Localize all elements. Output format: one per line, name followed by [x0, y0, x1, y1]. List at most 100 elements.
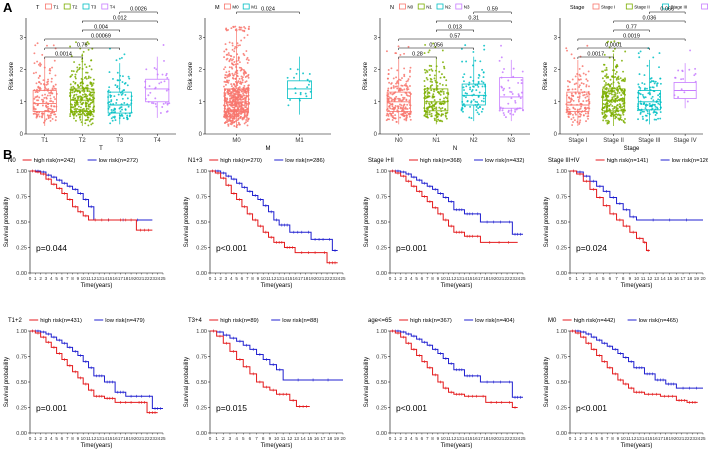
data-point [85, 71, 88, 74]
data-point [227, 120, 230, 123]
data-point [34, 96, 37, 99]
data-point [41, 53, 44, 56]
data-point [235, 29, 238, 32]
data-point [87, 107, 90, 110]
data-point [613, 59, 616, 61]
data-point [584, 109, 586, 112]
data-point [400, 84, 403, 87]
significance-bracket [44, 47, 120, 50]
data-point [477, 82, 480, 85]
data-point [612, 100, 615, 103]
data-point [286, 76, 289, 79]
data-point [118, 57, 121, 60]
data-point [579, 55, 582, 58]
data-point [236, 63, 239, 65]
legend-label: T2 [72, 5, 78, 10]
data-point [430, 102, 433, 105]
data-point [500, 44, 502, 47]
x-tick-label: 0 [209, 436, 212, 441]
data-point [470, 90, 473, 93]
data-point [423, 68, 426, 71]
x-tick-label: 9 [437, 276, 440, 281]
data-point [637, 83, 640, 86]
data-point [46, 82, 49, 85]
significance-bracket [613, 20, 686, 23]
data-point [442, 90, 445, 93]
x-tick-label: 15 [107, 276, 113, 281]
low-risk-curve-censor-marks [212, 169, 336, 252]
y-tick-label: 0.50 [376, 220, 387, 226]
data-point [391, 93, 394, 96]
data-point [443, 97, 445, 100]
data-point [648, 102, 651, 105]
data-point [74, 73, 77, 76]
p-value-label: 0.76 [77, 43, 88, 49]
data-point [395, 82, 398, 85]
data-point [621, 106, 624, 109]
data-point [35, 90, 38, 93]
data-point [239, 89, 242, 92]
data-point [75, 102, 77, 105]
data-point [247, 74, 250, 77]
data-point [55, 87, 57, 90]
data-point [402, 96, 404, 99]
x-tick-label: 1 [34, 276, 37, 281]
data-point [617, 78, 620, 81]
significance-bracket [613, 29, 650, 32]
data-point [653, 82, 656, 85]
x-tick-label: Stage IV [674, 138, 697, 144]
x-tick-label: 5 [242, 436, 245, 441]
data-point [395, 120, 398, 123]
data-point [234, 96, 237, 99]
data-point [74, 97, 77, 100]
data-point [90, 59, 92, 62]
data-point [38, 96, 41, 99]
points-stage-i [565, 44, 591, 126]
data-point [78, 91, 81, 94]
y-tick-label: 0.00 [376, 271, 387, 277]
legend-key [398, 3, 406, 10]
x-tick-label: 5 [55, 436, 58, 441]
data-point [390, 82, 393, 84]
data-point [472, 85, 475, 88]
data-point [639, 111, 642, 114]
y-tick-label: 1.00 [16, 169, 27, 175]
data-point [88, 93, 91, 96]
data-point [433, 74, 436, 77]
data-point [233, 94, 236, 97]
data-point [113, 115, 116, 118]
y-tick-label: 0.25 [376, 406, 387, 412]
x-tick-label: 15 [467, 276, 473, 281]
data-point [52, 100, 55, 103]
y-tick-label: 0.75 [16, 195, 27, 201]
x-tick-label: 16 [113, 276, 119, 281]
data-point [482, 81, 485, 84]
data-point [520, 82, 523, 85]
x-tick-label: 17 [298, 276, 304, 281]
low-risk-curve [390, 170, 523, 235]
data-point [53, 105, 56, 108]
data-point [75, 114, 78, 117]
x-tick-label: 24 [515, 276, 521, 281]
data-point [424, 115, 427, 118]
data-point [602, 86, 605, 89]
p-value-label: 0.00069 [91, 34, 111, 40]
data-point [587, 111, 590, 114]
data-point [604, 84, 607, 87]
data-point [86, 41, 89, 44]
data-point [689, 49, 692, 52]
data-point [465, 85, 468, 88]
data-point [72, 117, 75, 120]
x-tick-label: 2 [39, 436, 42, 441]
data-point [578, 78, 581, 81]
data-point [614, 117, 617, 120]
data-point [234, 25, 237, 28]
data-point [472, 98, 475, 101]
box-n1 [424, 88, 449, 112]
legend-label: N3 [464, 5, 470, 10]
x-axis-label: M [266, 146, 271, 152]
legend-high: high risk(n=270) [220, 158, 262, 164]
data-point [69, 113, 72, 115]
data-point [620, 108, 623, 111]
y-tick-label: 0.50 [556, 220, 567, 226]
